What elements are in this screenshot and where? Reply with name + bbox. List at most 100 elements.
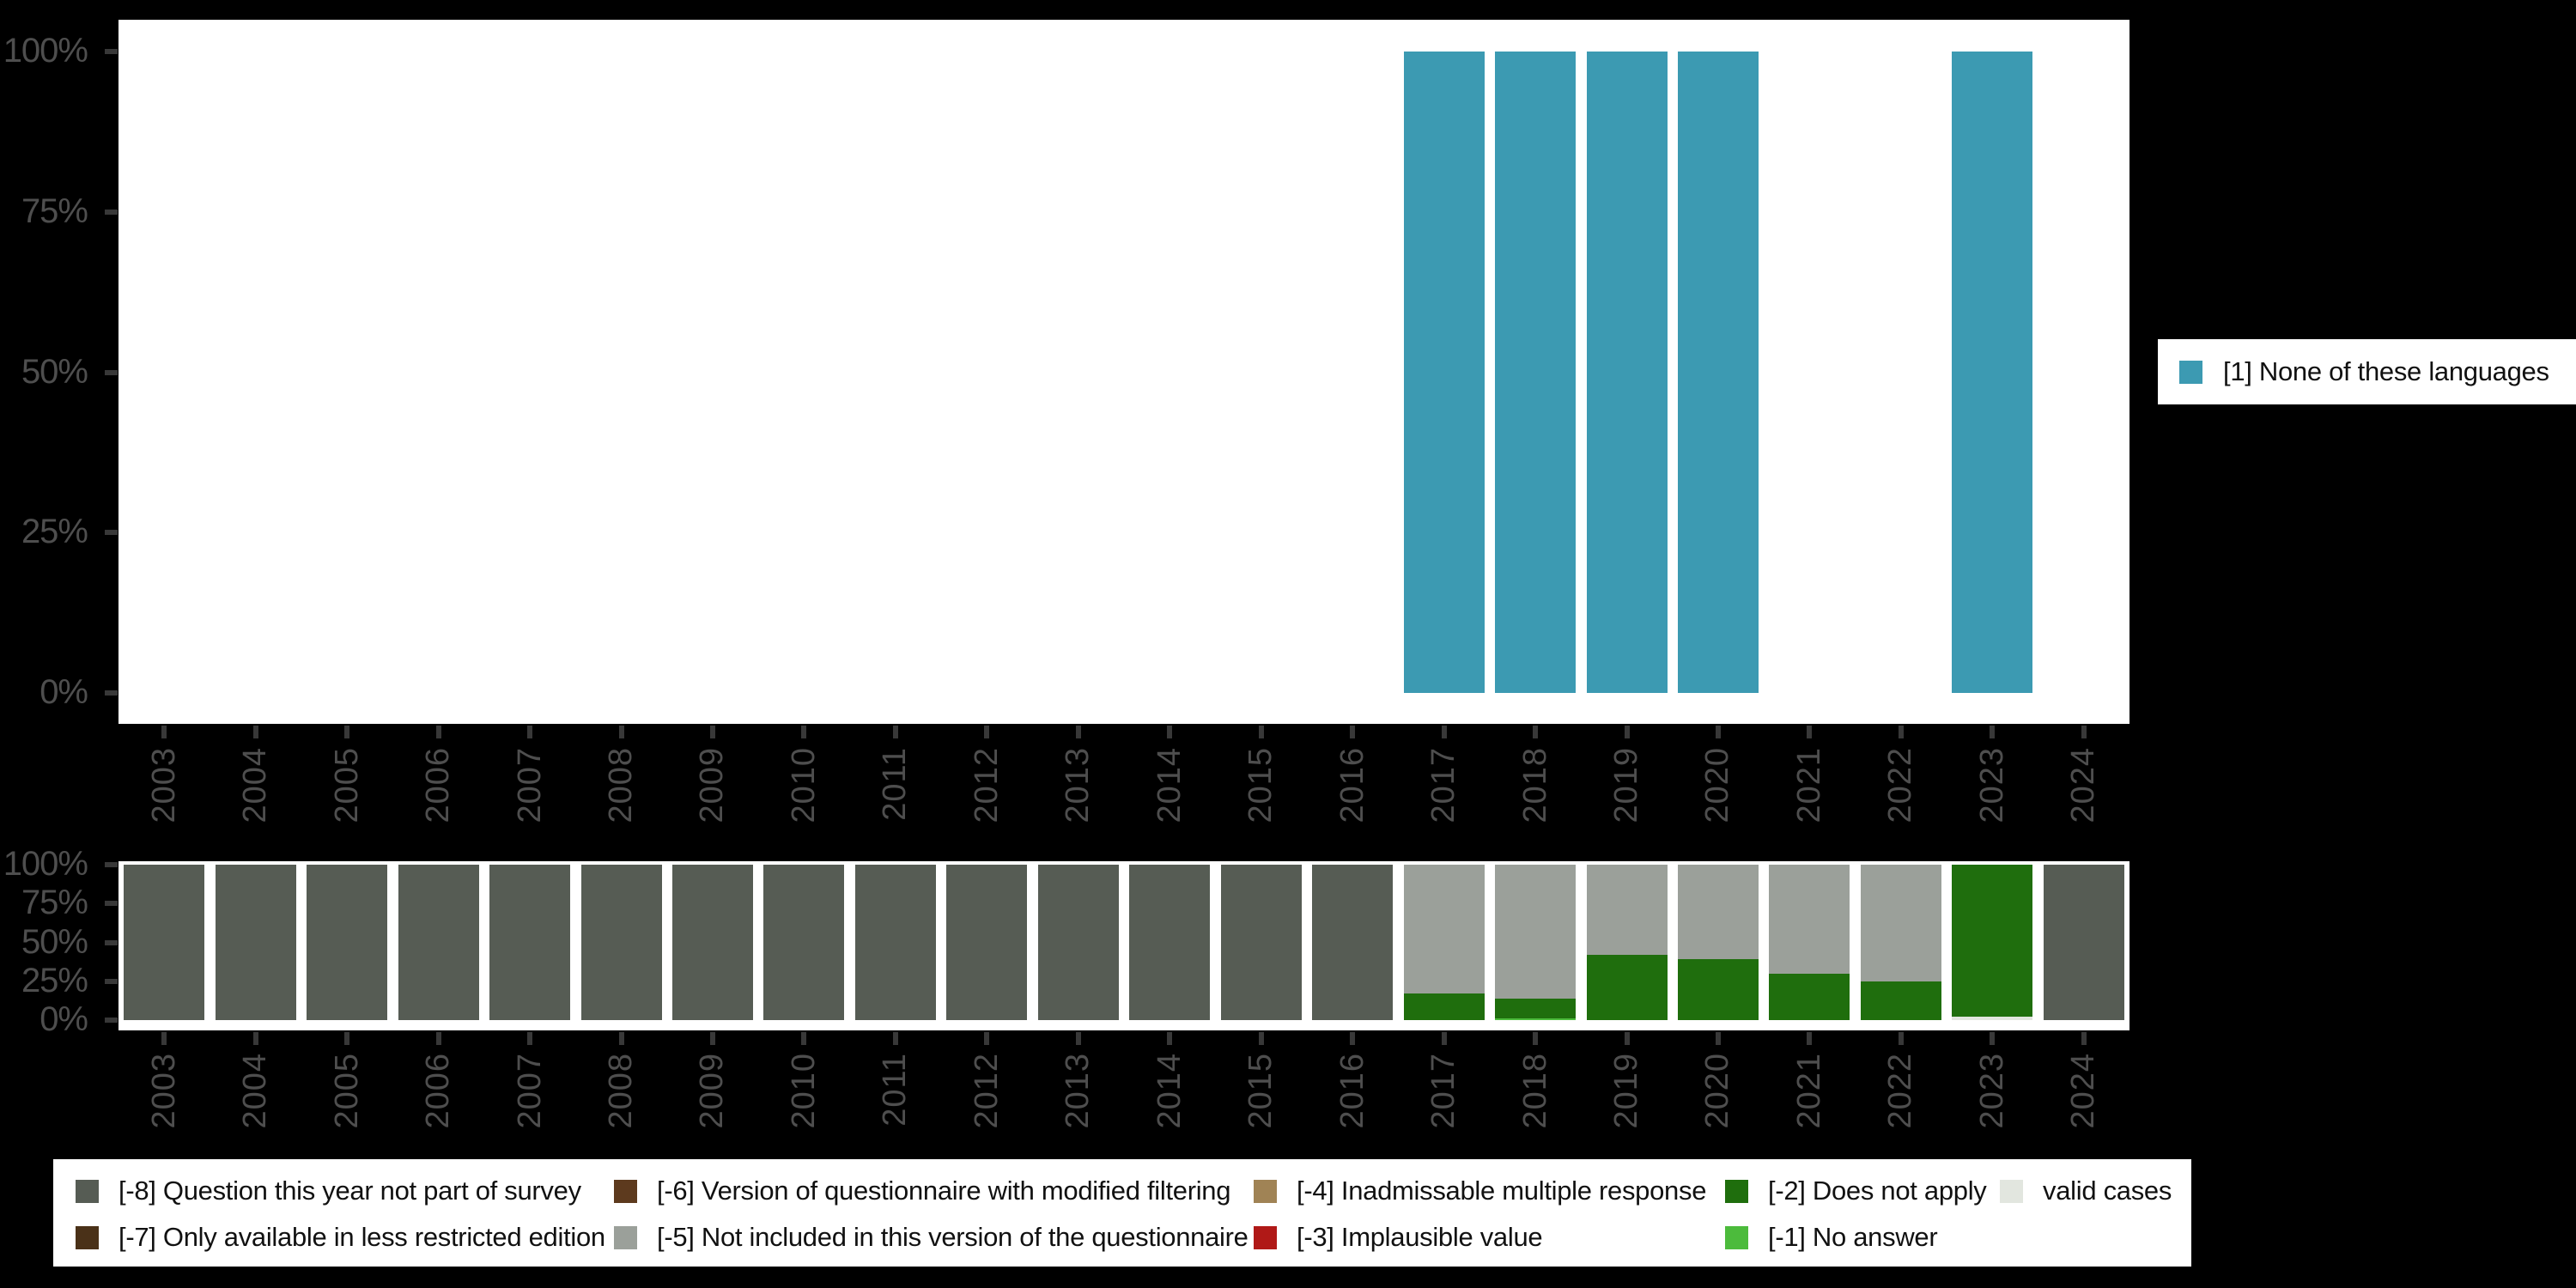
- x-axis-tick-mark: [527, 1032, 533, 1045]
- legend-swatch: [1725, 1225, 1748, 1249]
- bar-segment: [1769, 973, 1850, 1020]
- x-axis-tick-mark: [1624, 726, 1630, 738]
- stacked-bar-2017: [1403, 865, 1485, 1020]
- x-axis-year-text: 2005: [328, 747, 365, 823]
- x-axis-year-text: 2003: [145, 1053, 182, 1129]
- x-axis-tick-label: 2022: [1850, 747, 1953, 863]
- x-axis-tick-mark: [1533, 1032, 1539, 1045]
- y-axis-tick-mark: [105, 862, 118, 867]
- x-axis-year-text: 2019: [1608, 1053, 1644, 1129]
- x-axis-tick-mark: [618, 726, 624, 738]
- stacked-bar-2005: [307, 865, 388, 1020]
- x-axis-year-text: 2018: [1516, 1053, 1553, 1129]
- stacked-bar-2016: [1312, 865, 1394, 1020]
- stacked-bar-2019: [1586, 865, 1668, 1020]
- bar-segment: [946, 865, 1028, 1020]
- x-axis-year-text: 2003: [145, 747, 182, 823]
- x-axis-tick-mark: [892, 1032, 898, 1045]
- x-axis-tick-mark: [801, 726, 807, 738]
- legend-swatch: [614, 1225, 637, 1249]
- x-axis-year-text: 2019: [1608, 747, 1644, 823]
- top-chart-panel: [118, 20, 2129, 724]
- x-axis-tick-label: 2012: [935, 1053, 1038, 1169]
- x-axis-tick-mark: [1624, 1032, 1630, 1045]
- x-axis-tick-label: 2019: [1576, 747, 1679, 863]
- x-axis-tick-mark: [435, 726, 441, 738]
- legend-bottom-box: [-8] Question this year not part of surv…: [53, 1159, 2191, 1267]
- y-axis-tick-mark: [105, 978, 118, 984]
- x-axis-tick-mark: [1075, 1032, 1081, 1045]
- x-axis-year-text: 2024: [2065, 1053, 2102, 1129]
- x-axis-tick-mark: [1350, 726, 1356, 738]
- y-axis-tick-mark: [105, 939, 118, 945]
- x-axis-year-text: 2021: [1790, 747, 1827, 823]
- x-axis-year-text: 2012: [968, 747, 1005, 823]
- stacked-bar-2013: [1037, 865, 1119, 1020]
- x-axis-year-text: 2020: [1699, 747, 1736, 823]
- x-axis-year-text: 2004: [237, 1053, 274, 1129]
- x-axis-year-text: 2018: [1516, 747, 1553, 823]
- legend-item: valid cases: [2000, 1172, 2172, 1210]
- bottom-chart-panel: [118, 861, 2129, 1030]
- stacked-bar-2014: [1129, 865, 1211, 1020]
- y-axis-tick-label: 50%: [21, 922, 88, 961]
- y-axis-tick-label: 100%: [3, 32, 88, 70]
- stacked-bar-2023: [1952, 865, 2033, 1020]
- x-axis-year-text: 2013: [1060, 747, 1097, 823]
- bar-segment: [1129, 865, 1211, 1020]
- x-axis-tick-label: 2021: [1758, 747, 1861, 863]
- x-axis-year-text: 2007: [511, 1053, 548, 1129]
- stacked-bar-2018: [1495, 865, 1577, 1020]
- legend-swatch: [1254, 1179, 1277, 1203]
- x-axis-tick-label: 2014: [1118, 1053, 1221, 1169]
- x-axis-year-text: 2015: [1242, 747, 1279, 823]
- bar-segment: [1860, 981, 1941, 1020]
- stacked-bar-2008: [580, 865, 662, 1020]
- x-axis-tick-mark: [1807, 726, 1813, 738]
- bar-segment: [1677, 865, 1759, 960]
- x-axis-tick-mark: [1533, 726, 1539, 738]
- x-axis-year-text: 2004: [237, 747, 274, 823]
- x-axis-tick-mark: [1441, 726, 1447, 738]
- x-axis-year-text: 2020: [1699, 1053, 1736, 1129]
- bar-segment: [1495, 1018, 1577, 1020]
- x-axis-tick-mark: [252, 1032, 258, 1045]
- stacked-bar-2022: [1860, 865, 1941, 1020]
- x-axis-year-text: 2017: [1425, 747, 1462, 823]
- bar-segment: [1586, 954, 1668, 1020]
- x-axis-tick-label: 2007: [478, 747, 581, 863]
- legend-item: [-1] No answer: [1725, 1218, 1938, 1256]
- bar-segment: [1403, 993, 1485, 1020]
- legend-label: [-8] Question this year not part of surv…: [118, 1176, 581, 1206]
- x-axis-tick-label: 2023: [1941, 1053, 2044, 1169]
- x-axis-tick-mark: [1167, 1032, 1173, 1045]
- bar-segment: [1677, 52, 1759, 693]
- bar-segment: [1769, 865, 1850, 974]
- legend-swatch: [76, 1179, 99, 1203]
- bar-segment: [489, 865, 571, 1020]
- x-axis-tick-label: 2020: [1667, 1053, 1770, 1169]
- bar-segment: [1952, 52, 2033, 693]
- bar-segment: [307, 865, 388, 1020]
- bar-segment: [671, 865, 753, 1020]
- x-axis-tick-mark: [344, 726, 350, 738]
- y-axis-tick-label: 25%: [21, 961, 88, 999]
- bar-segment: [1586, 52, 1668, 693]
- stacked-bar-2020: [1677, 865, 1759, 1020]
- bar-segment: [1495, 998, 1577, 1019]
- stacked-bar-2010: [763, 865, 845, 1020]
- bar-segment: [1586, 865, 1668, 955]
- x-axis-tick-label: 2009: [661, 747, 764, 863]
- bar-segment: [124, 865, 205, 1020]
- legend-swatch-none-of-these-languages: [2179, 360, 2202, 384]
- x-axis-year-text: 2015: [1242, 1053, 1279, 1129]
- bar-2020: [1677, 52, 1759, 693]
- legend-label: [-7] Only available in less restricted e…: [118, 1222, 605, 1252]
- bar-segment: [1495, 865, 1577, 999]
- x-axis-year-text: 2007: [511, 747, 548, 823]
- bar-segment: [1677, 959, 1759, 1020]
- x-axis-tick-mark: [1898, 1032, 1904, 1045]
- bar-segment: [1952, 865, 2033, 1018]
- x-axis-tick-mark: [252, 726, 258, 738]
